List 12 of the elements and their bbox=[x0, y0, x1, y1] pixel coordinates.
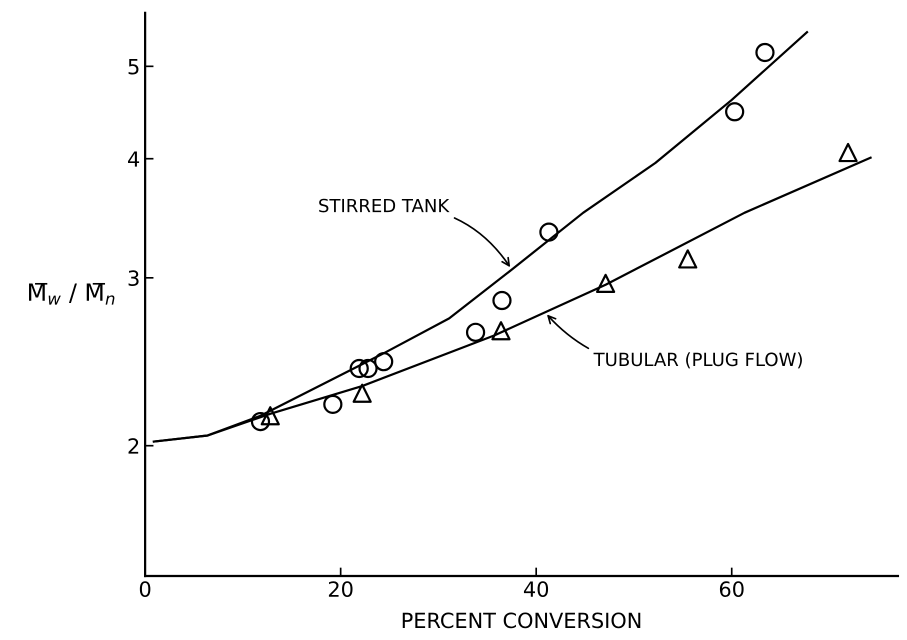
y-tick-label: 2 bbox=[128, 438, 138, 454]
x-axis-title: PERCENT CONVERSION bbox=[402, 612, 640, 628]
annotation: TUBULAR (PLUG FLOW) bbox=[594, 352, 802, 368]
y-tick-label: 3 bbox=[128, 270, 139, 286]
x-tick-label: 0 bbox=[140, 581, 150, 597]
x-tick-label: 60 bbox=[720, 581, 744, 597]
x-tick-label: 20 bbox=[328, 581, 353, 597]
y-tick-label: 5 bbox=[128, 59, 138, 75]
y-tick-label: 4 bbox=[128, 151, 140, 167]
y-axis-title: M̅$_{w}$ / M̅$_{n}$ bbox=[29, 282, 114, 305]
x-tick-label: 40 bbox=[524, 581, 548, 597]
annotation: STIRRED TANK bbox=[319, 198, 450, 212]
